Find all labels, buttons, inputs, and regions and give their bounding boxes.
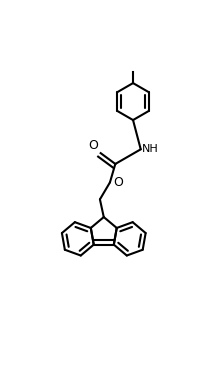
Text: O: O	[113, 176, 123, 189]
Text: NH: NH	[142, 144, 159, 154]
Text: O: O	[88, 139, 98, 152]
